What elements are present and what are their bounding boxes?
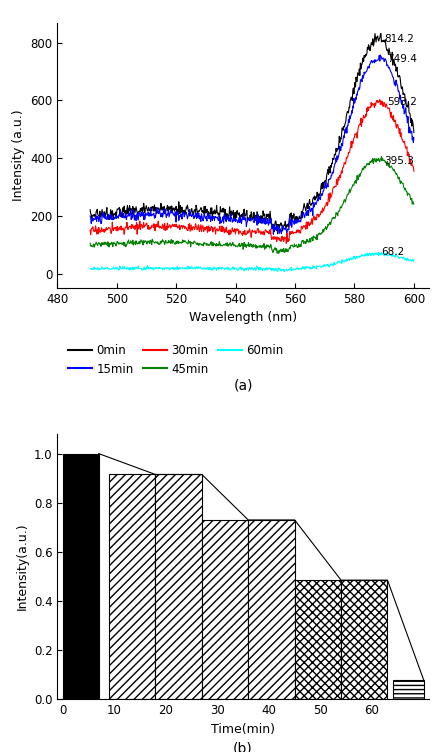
Line: 0min: 0min xyxy=(90,34,414,234)
60min xyxy=(411,256,416,265)
15min xyxy=(411,133,416,142)
15min xyxy=(145,211,150,220)
60min xyxy=(304,263,309,272)
15min xyxy=(304,211,309,220)
45min xyxy=(88,238,93,247)
45min xyxy=(304,235,309,244)
Text: (b): (b) xyxy=(233,741,253,752)
Bar xyxy=(248,520,295,699)
30min xyxy=(234,224,239,233)
Bar xyxy=(156,475,202,699)
X-axis label: Time(min): Time(min) xyxy=(211,723,275,735)
30min xyxy=(145,223,150,232)
0min xyxy=(234,213,239,222)
30min xyxy=(88,226,93,235)
0min xyxy=(279,220,284,229)
Line: 60min: 60min xyxy=(90,253,414,271)
60min xyxy=(332,260,337,269)
0min xyxy=(171,205,176,214)
Text: 68.2: 68.2 xyxy=(381,247,404,257)
45min xyxy=(276,249,282,258)
Legend: 0min, 15min, 30min, 45min, 60min: 0min, 15min, 30min, 45min, 60min xyxy=(63,339,289,381)
45min xyxy=(279,247,284,256)
60min xyxy=(171,265,176,274)
Line: 30min: 30min xyxy=(90,100,414,244)
60min xyxy=(279,265,284,274)
0min xyxy=(275,229,280,238)
15min xyxy=(332,161,337,170)
15min xyxy=(378,50,383,59)
60min xyxy=(234,265,239,274)
Text: 593.2: 593.2 xyxy=(387,98,417,108)
45min xyxy=(171,237,176,246)
Y-axis label: Intensity (a.u.): Intensity (a.u.) xyxy=(12,110,25,201)
60min xyxy=(376,248,381,257)
60min xyxy=(275,267,280,276)
45min xyxy=(379,152,384,161)
Bar xyxy=(341,581,388,699)
45min xyxy=(411,199,416,208)
15min xyxy=(88,211,93,220)
30min xyxy=(332,183,337,192)
Bar xyxy=(63,453,99,699)
X-axis label: Wavelength (nm): Wavelength (nm) xyxy=(189,311,297,324)
15min xyxy=(171,211,176,220)
45min xyxy=(234,241,239,250)
Bar xyxy=(295,581,341,699)
45min xyxy=(332,214,337,223)
30min xyxy=(284,239,289,248)
Line: 15min: 15min xyxy=(90,55,414,235)
0min xyxy=(88,205,93,214)
Bar xyxy=(109,475,156,699)
30min xyxy=(278,237,284,246)
0min xyxy=(411,128,416,137)
30min xyxy=(377,96,382,105)
30min xyxy=(304,219,309,228)
Text: 814.2: 814.2 xyxy=(384,34,414,44)
Bar xyxy=(202,520,248,699)
Line: 45min: 45min xyxy=(90,156,414,253)
15min xyxy=(234,215,239,224)
30min xyxy=(411,167,416,176)
45min xyxy=(145,237,150,246)
15min xyxy=(279,229,284,238)
Bar xyxy=(392,680,423,699)
Text: (a): (a) xyxy=(233,378,253,393)
30min xyxy=(171,222,176,231)
60min xyxy=(88,265,93,274)
Text: 749.4: 749.4 xyxy=(387,53,417,64)
0min xyxy=(332,150,337,159)
0min xyxy=(145,206,150,215)
0min xyxy=(304,201,309,210)
Text: 395.3: 395.3 xyxy=(384,156,414,166)
60min xyxy=(145,261,150,270)
0min xyxy=(378,29,384,38)
Y-axis label: Intensity(a.u.): Intensity(a.u.) xyxy=(15,523,28,611)
15min xyxy=(271,230,276,239)
